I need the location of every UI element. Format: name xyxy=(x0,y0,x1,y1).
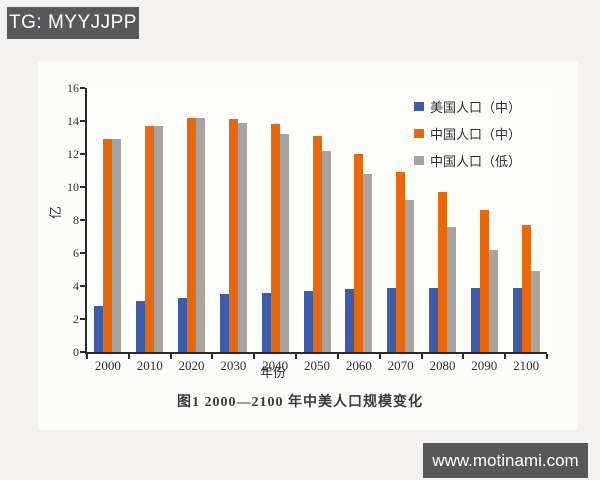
legend-label: 美国人口（中） xyxy=(430,100,522,115)
x-axis-tick xyxy=(127,354,130,359)
x-axis-tick xyxy=(86,354,88,359)
bar xyxy=(521,224,531,352)
bar xyxy=(196,117,206,352)
bar xyxy=(479,210,489,352)
y-axis-tick xyxy=(80,285,85,287)
y-axis-tick-label: 6 xyxy=(73,246,79,260)
y-axis-tick xyxy=(80,87,85,89)
x-axis-tick-label: 2020 xyxy=(178,358,205,373)
legend-swatch-icon xyxy=(414,129,424,138)
bar xyxy=(345,289,355,352)
x-axis-tick xyxy=(211,354,214,359)
bar xyxy=(178,297,188,352)
y-axis-tick xyxy=(80,318,85,320)
y-axis-tick-label: 14 xyxy=(67,114,79,128)
legend-item: 中国人口（中） xyxy=(414,124,521,143)
bar xyxy=(354,154,364,352)
y-axis-tick xyxy=(80,351,85,353)
bar xyxy=(94,305,104,352)
x-axis-tick-label: 2100 xyxy=(513,358,540,373)
bar xyxy=(470,287,480,352)
figure-caption: 图1 2000—2100 年中美人口规模变化 xyxy=(177,395,423,410)
legend-label: 中国人口（中） xyxy=(430,127,522,142)
x-axis-tick-label: 2000 xyxy=(94,358,121,373)
legend-item: 中国人口（低） xyxy=(414,151,521,170)
x-axis-tick-label: 2060 xyxy=(345,358,372,373)
x-axis-title: 年份 xyxy=(260,365,287,380)
y-axis-tick xyxy=(80,252,85,254)
bar xyxy=(396,172,406,352)
y-axis-tick-label: 12 xyxy=(67,147,79,161)
y-axis-tick-label: 16 xyxy=(67,81,79,95)
bar xyxy=(363,173,373,352)
y-axis-tick xyxy=(80,186,85,188)
x-axis-tick xyxy=(546,354,548,359)
bar xyxy=(488,249,498,352)
bar xyxy=(530,271,540,352)
bar xyxy=(136,300,146,352)
bar xyxy=(270,124,280,352)
bar xyxy=(512,287,522,352)
x-axis-tick xyxy=(378,354,381,359)
x-axis-tick xyxy=(504,354,507,359)
bar xyxy=(112,139,122,352)
x-axis-tick-label: 2030 xyxy=(220,358,247,373)
x-axis-tick xyxy=(462,354,465,359)
bar xyxy=(428,287,438,352)
legend-item: 美国人口（中） xyxy=(414,97,521,116)
bar xyxy=(437,191,447,352)
bar xyxy=(154,125,164,352)
y-axis-tick-label: 0 xyxy=(73,345,79,359)
x-axis-tick-label: 2010 xyxy=(136,358,163,373)
y-axis-tick xyxy=(80,153,85,155)
bar xyxy=(446,226,456,352)
x-axis-tick xyxy=(336,354,339,359)
chart-legend: 美国人口（中） 中国人口（中） 中国人口（低） xyxy=(414,97,521,170)
legend-swatch-icon xyxy=(414,156,424,165)
y-axis-tick-label: 4 xyxy=(73,279,79,293)
watermark-text: www.motinami.com xyxy=(432,450,579,470)
bar xyxy=(228,119,238,352)
legend-label: 中国人口（低） xyxy=(430,154,522,169)
bar xyxy=(312,135,322,352)
bar xyxy=(237,122,247,352)
x-axis-tick xyxy=(420,354,423,359)
y-axis-tick-label: 8 xyxy=(73,213,79,227)
y-axis-tick-label: 2 xyxy=(73,312,79,326)
bar xyxy=(261,292,271,352)
x-axis-tick-label: 2050 xyxy=(303,358,330,373)
bar xyxy=(187,117,197,352)
bar xyxy=(103,139,113,352)
x-axis-tick-label: 2080 xyxy=(429,358,456,373)
y-axis-title: 亿 xyxy=(48,205,64,220)
x-axis-tick-label: 2070 xyxy=(387,358,414,373)
bar xyxy=(219,294,229,352)
x-axis-tick xyxy=(253,354,256,359)
y-axis-tick-label: 10 xyxy=(67,180,79,194)
y-axis-tick xyxy=(80,120,85,122)
bar xyxy=(303,290,313,352)
source-tag-badge: TG: MYYJJPP xyxy=(7,7,139,39)
x-axis-tick xyxy=(295,354,298,359)
x-axis-tick-label: 2040 xyxy=(262,358,289,373)
x-axis-tick xyxy=(169,354,172,359)
watermark-badge: www.motinami.com xyxy=(423,443,588,478)
legend-swatch-icon xyxy=(414,102,424,111)
source-tag-text: TG: MYYJJPP xyxy=(9,12,137,33)
bar xyxy=(405,200,415,352)
bar xyxy=(279,134,289,352)
x-axis-tick-label: 2090 xyxy=(471,358,498,373)
bar xyxy=(387,287,397,352)
bar xyxy=(321,150,331,352)
y-axis-tick xyxy=(80,219,85,221)
chart-plot-area: 0 2 4 6 8 10 12 14 16 2000 2010 2020 2030 2040 2050 206… xyxy=(67,81,548,373)
bar xyxy=(145,125,155,352)
